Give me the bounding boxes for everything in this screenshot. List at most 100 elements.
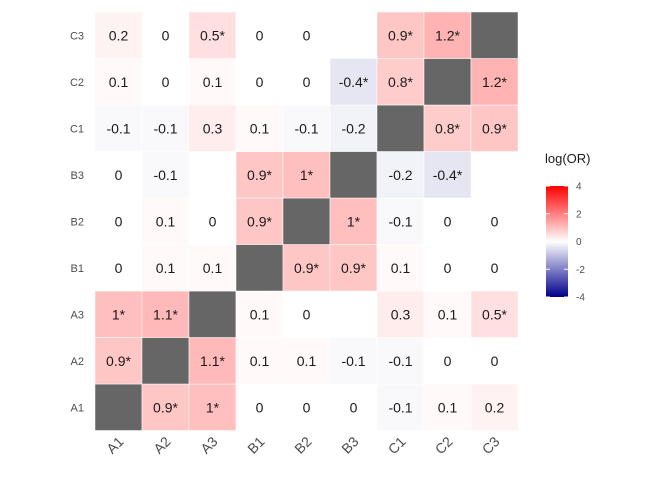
heatmap-cell <box>423 104 472 152</box>
cell-value-label: 0.1 <box>156 213 176 229</box>
heatmap-cell <box>141 383 190 431</box>
heatmap-cell <box>94 337 143 385</box>
cell-value-label: 0 <box>444 353 452 369</box>
legend-tick-label: -2 <box>576 265 585 276</box>
cell-value-label: 0.9* <box>294 260 319 276</box>
x-tick-label: A1 <box>103 433 127 457</box>
cell-value-label: 1* <box>112 306 126 322</box>
cell-value-label: 0.5* <box>482 306 507 322</box>
cell-value-label: 0.9* <box>388 27 413 43</box>
x-tick-label: B3 <box>338 433 362 457</box>
heatmap-cell <box>141 244 190 292</box>
heatmap-cell <box>94 58 143 106</box>
cell-value-label: -0.2 <box>341 120 365 136</box>
diagonal-cell <box>141 337 190 385</box>
cell-value-label: 0.1 <box>250 120 270 136</box>
heatmap-cell <box>141 290 190 338</box>
cell-value-label: 0 <box>303 306 311 322</box>
cell-value-label: 0.9* <box>341 260 366 276</box>
y-tick-label: A1 <box>71 402 84 414</box>
cell-value-label: 0 <box>256 74 264 90</box>
diagonal-cell <box>376 104 425 152</box>
heatmap-cell <box>470 383 519 431</box>
cell-value-label: 0 <box>256 399 264 415</box>
cell-value-label: 0.2 <box>485 399 505 415</box>
y-tick-label: A3 <box>71 309 84 321</box>
cell-value-label: 0 <box>444 213 452 229</box>
y-tick-label: C2 <box>70 77 84 89</box>
legend-tick-label: -4 <box>576 293 585 304</box>
cell-value-label: 0 <box>303 399 311 415</box>
heatmap-cell <box>470 290 519 338</box>
cell-value-label: -0.4* <box>339 74 369 90</box>
heatmap-cell <box>141 11 190 59</box>
heatmap-cell <box>423 383 472 431</box>
cell-value-label: 0 <box>491 213 499 229</box>
y-tick-label: B3 <box>71 170 84 182</box>
cell-value-label: -0.1 <box>153 167 177 183</box>
x-tick-label: C1 <box>385 433 409 457</box>
color-legend: log(OR) 4 2 0 -2 -4 <box>545 151 591 304</box>
cell-value-label: 0.9* <box>106 353 131 369</box>
heatmap-cell <box>94 197 143 245</box>
cell-value-label: 1* <box>206 399 220 415</box>
heatmap-cell <box>188 197 237 245</box>
legend-ticks: 4 2 0 -2 -4 <box>546 182 585 304</box>
heatmap-cells <box>94 11 519 431</box>
diagonal-cell <box>423 58 472 106</box>
cell-value-label: 1.1* <box>153 306 178 322</box>
cell-value-label: 0.9* <box>153 399 178 415</box>
cell-value-label: 0.1 <box>438 306 458 322</box>
cell-labels: 0.9* 1* 0 0 0 -0.1 0.1 0.2 0.9* 1.1* 0.1 0.1 -0.1 -0.… <box>106 27 507 415</box>
diagonal-cell <box>470 11 519 59</box>
diagonal-cell <box>329 151 378 199</box>
cell-value-label: 0 <box>303 27 311 43</box>
heatmap-cell <box>188 244 237 292</box>
heatmap-cell <box>470 58 519 106</box>
heatmap-cell <box>423 290 472 338</box>
cell-value-label: 0 <box>491 260 499 276</box>
heatmap-cell <box>329 104 378 152</box>
cell-value-label: 0.8* <box>435 120 460 136</box>
heatmap-cell <box>470 244 519 292</box>
cell-value-label: -0.1 <box>388 399 412 415</box>
x-tick-label: A3 <box>197 433 221 457</box>
cell-value-label: -0.1 <box>153 120 177 136</box>
heatmap-cell <box>141 104 190 152</box>
heatmap-cell <box>470 104 519 152</box>
heatmap-cell <box>329 58 378 106</box>
heatmap-cell <box>376 337 425 385</box>
heatmap-cell <box>376 197 425 245</box>
x-tick-label: A2 <box>150 433 174 457</box>
heatmap-cell <box>423 244 472 292</box>
cell-value-label: 0.2 <box>109 27 129 43</box>
heatmap-cell <box>282 151 331 199</box>
diagonal-cell <box>94 383 143 431</box>
cell-value-label: -0.4* <box>433 167 463 183</box>
x-tick-label: B1 <box>244 433 268 457</box>
cell-value-label: 0.1 <box>203 260 223 276</box>
diagonal-cell <box>188 290 237 338</box>
cell-value-label: 0 <box>303 74 311 90</box>
cell-value-label: 0 <box>162 74 170 90</box>
heatmap-cell <box>235 383 284 431</box>
cell-value-label: 0.1 <box>438 399 458 415</box>
cell-value-label: 0.1 <box>297 353 317 369</box>
cell-value-label: 1.2* <box>435 27 460 43</box>
heatmap-cell <box>94 151 143 199</box>
heatmap-cell <box>235 58 284 106</box>
y-tick-label: B1 <box>71 263 84 275</box>
heatmap-cell <box>188 337 237 385</box>
cell-value-label: -0.2 <box>388 167 412 183</box>
heatmap-cell <box>423 11 472 59</box>
legend-tick-label: 2 <box>576 209 582 220</box>
cell-value-label: 1* <box>347 213 361 229</box>
heatmap-cell <box>141 58 190 106</box>
heatmap-cell <box>282 383 331 431</box>
heatmap-cell <box>235 104 284 152</box>
heatmap-cell <box>376 58 425 106</box>
y-tick-label: A2 <box>71 356 84 368</box>
heatmap-cell <box>329 197 378 245</box>
heatmap-cell <box>235 11 284 59</box>
y-axis-ticks: A1 A2 A3 B1 B2 B3 C1 C2 C3 <box>70 30 84 414</box>
